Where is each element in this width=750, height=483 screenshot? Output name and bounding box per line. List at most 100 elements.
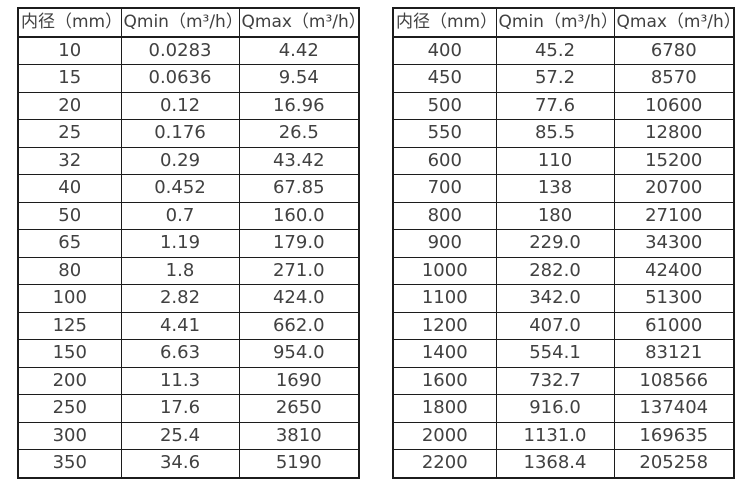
table-cell: 10 — [17, 36, 122, 65]
table-cell: 9.54 — [238, 64, 360, 93]
table-cell: 250 — [17, 394, 122, 423]
table-cell: 57.2 — [495, 64, 615, 93]
table-cell: 34.6 — [120, 449, 240, 478]
table-cell: 1690 — [238, 366, 360, 395]
table-cell: 1600 — [392, 366, 497, 395]
table-cell: 350 — [17, 449, 122, 478]
table-row: 350 34.6 5190 — [17, 449, 360, 478]
table-cell: 1.19 — [120, 229, 240, 258]
table-cell: 916.0 — [495, 394, 615, 423]
column-header-qmax: Qmax（m³/h） — [613, 7, 735, 38]
table-row: 250 17.6 2650 — [17, 394, 360, 423]
table-cell: 550 — [392, 119, 497, 148]
table-cell: 2.82 — [120, 284, 240, 313]
table-cell: 51300 — [613, 284, 735, 313]
table-cell: 271.0 — [238, 256, 360, 285]
table-row: 400 45.2 6780 — [392, 36, 735, 65]
table-cell: 600 — [392, 146, 497, 175]
table-row: 50 0.7 160.0 — [17, 201, 360, 230]
table-row: 2000 1131.0 169635 — [392, 421, 735, 450]
header-row: 内径（mm） Qmin（m³/h） Qmax（m³/h） — [17, 7, 360, 38]
table-row: 1800 916.0 137404 — [392, 394, 735, 423]
table-cell: 108566 — [613, 366, 735, 395]
table-cell: 0.452 — [120, 174, 240, 203]
table-row: 600 110 15200 — [392, 146, 735, 175]
table-cell: 205258 — [613, 449, 735, 478]
table-row: 1000 282.0 42400 — [392, 256, 735, 285]
table-cell: 1131.0 — [495, 421, 615, 450]
table-cell: 1.8 — [120, 256, 240, 285]
table-cell: 150 — [17, 339, 122, 368]
column-header-diameter: 内径（mm） — [17, 7, 122, 38]
header-row: 内径（mm） Qmin（m³/h） Qmax（m³/h） — [392, 7, 735, 38]
table-cell: 12800 — [613, 119, 735, 148]
table-cell: 110 — [495, 146, 615, 175]
table-cell: 1800 — [392, 394, 497, 423]
table-cell: 61000 — [613, 311, 735, 340]
flow-spec-table-dn400-2200: 内径（mm） Qmin（m³/h） Qmax（m³/h） 400 45.2 6780… — [392, 7, 735, 479]
table-cell: 700 — [392, 174, 497, 203]
table-cell: 1000 — [392, 256, 497, 285]
table-cell: 424.0 — [238, 284, 360, 313]
table-cell: 342.0 — [495, 284, 615, 313]
table-cell: 732.7 — [495, 366, 615, 395]
table-row: 65 1.19 179.0 — [17, 229, 360, 258]
table-cell: 32 — [17, 146, 122, 175]
table-cell: 25 — [17, 119, 122, 148]
table-cell: 0.7 — [120, 201, 240, 230]
table-cell: 50 — [17, 201, 122, 230]
table-cell: 45.2 — [495, 36, 615, 65]
table-row: 10 0.0283 4.42 — [17, 36, 360, 65]
table-cell: 16.96 — [238, 91, 360, 120]
column-header-qmin: Qmin（m³/h） — [120, 7, 240, 38]
table-cell: 27100 — [613, 201, 735, 230]
table-cell: 5190 — [238, 449, 360, 478]
table-cell: 20 — [17, 91, 122, 120]
table-row: 15 0.0636 9.54 — [17, 64, 360, 93]
table-cell: 83121 — [613, 339, 735, 368]
table-row: 550 85.5 12800 — [392, 119, 735, 148]
table-cell: 8570 — [613, 64, 735, 93]
table-row: 800 180 27100 — [392, 201, 735, 230]
table-cell: 180 — [495, 201, 615, 230]
table-cell: 138 — [495, 174, 615, 203]
column-header-diameter: 内径（mm） — [392, 7, 497, 38]
column-header-qmin: Qmin（m³/h） — [495, 7, 615, 38]
table-cell: 85.5 — [495, 119, 615, 148]
table-cell: 407.0 — [495, 311, 615, 340]
table-row: 300 25.4 3810 — [17, 421, 360, 450]
table-cell: 4.42 — [238, 36, 360, 65]
table-row: 20 0.12 16.96 — [17, 91, 360, 120]
table-cell: 800 — [392, 201, 497, 230]
table-header: 内径（mm） Qmin（m³/h） Qmax（m³/h） — [17, 7, 360, 38]
table-cell: 1368.4 — [495, 449, 615, 478]
table-cell: 77.6 — [495, 91, 615, 120]
table-cell: 0.0283 — [120, 36, 240, 65]
table-cell: 20700 — [613, 174, 735, 203]
table-row: 450 57.2 8570 — [392, 64, 735, 93]
table-row: 1200 407.0 61000 — [392, 311, 735, 340]
table-cell: 10600 — [613, 91, 735, 120]
table-cell: 954.0 — [238, 339, 360, 368]
table-row: 1100 342.0 51300 — [392, 284, 735, 313]
table-cell: 65 — [17, 229, 122, 258]
table-cell: 200 — [17, 366, 122, 395]
table-cell: 3810 — [238, 421, 360, 450]
table-row: 1600 732.7 108566 — [392, 366, 735, 395]
table-cell: 26.5 — [238, 119, 360, 148]
table-cell: 15200 — [613, 146, 735, 175]
table-cell: 11.3 — [120, 366, 240, 395]
table-cell: 34300 — [613, 229, 735, 258]
table-cell: 80 — [17, 256, 122, 285]
table-row: 25 0.176 26.5 — [17, 119, 360, 148]
table-cell: 43.42 — [238, 146, 360, 175]
table-cell: 6.63 — [120, 339, 240, 368]
table-cell: 229.0 — [495, 229, 615, 258]
table-row: 150 6.63 954.0 — [17, 339, 360, 368]
table-cell: 900 — [392, 229, 497, 258]
table-cell: 300 — [17, 421, 122, 450]
table-cell: 282.0 — [495, 256, 615, 285]
table-cell: 0.12 — [120, 91, 240, 120]
table-cell: 0.176 — [120, 119, 240, 148]
